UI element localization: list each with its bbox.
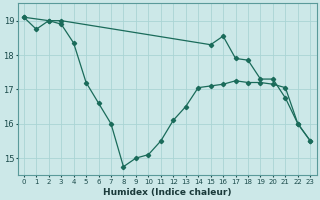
X-axis label: Humidex (Indice chaleur): Humidex (Indice chaleur): [103, 188, 231, 197]
